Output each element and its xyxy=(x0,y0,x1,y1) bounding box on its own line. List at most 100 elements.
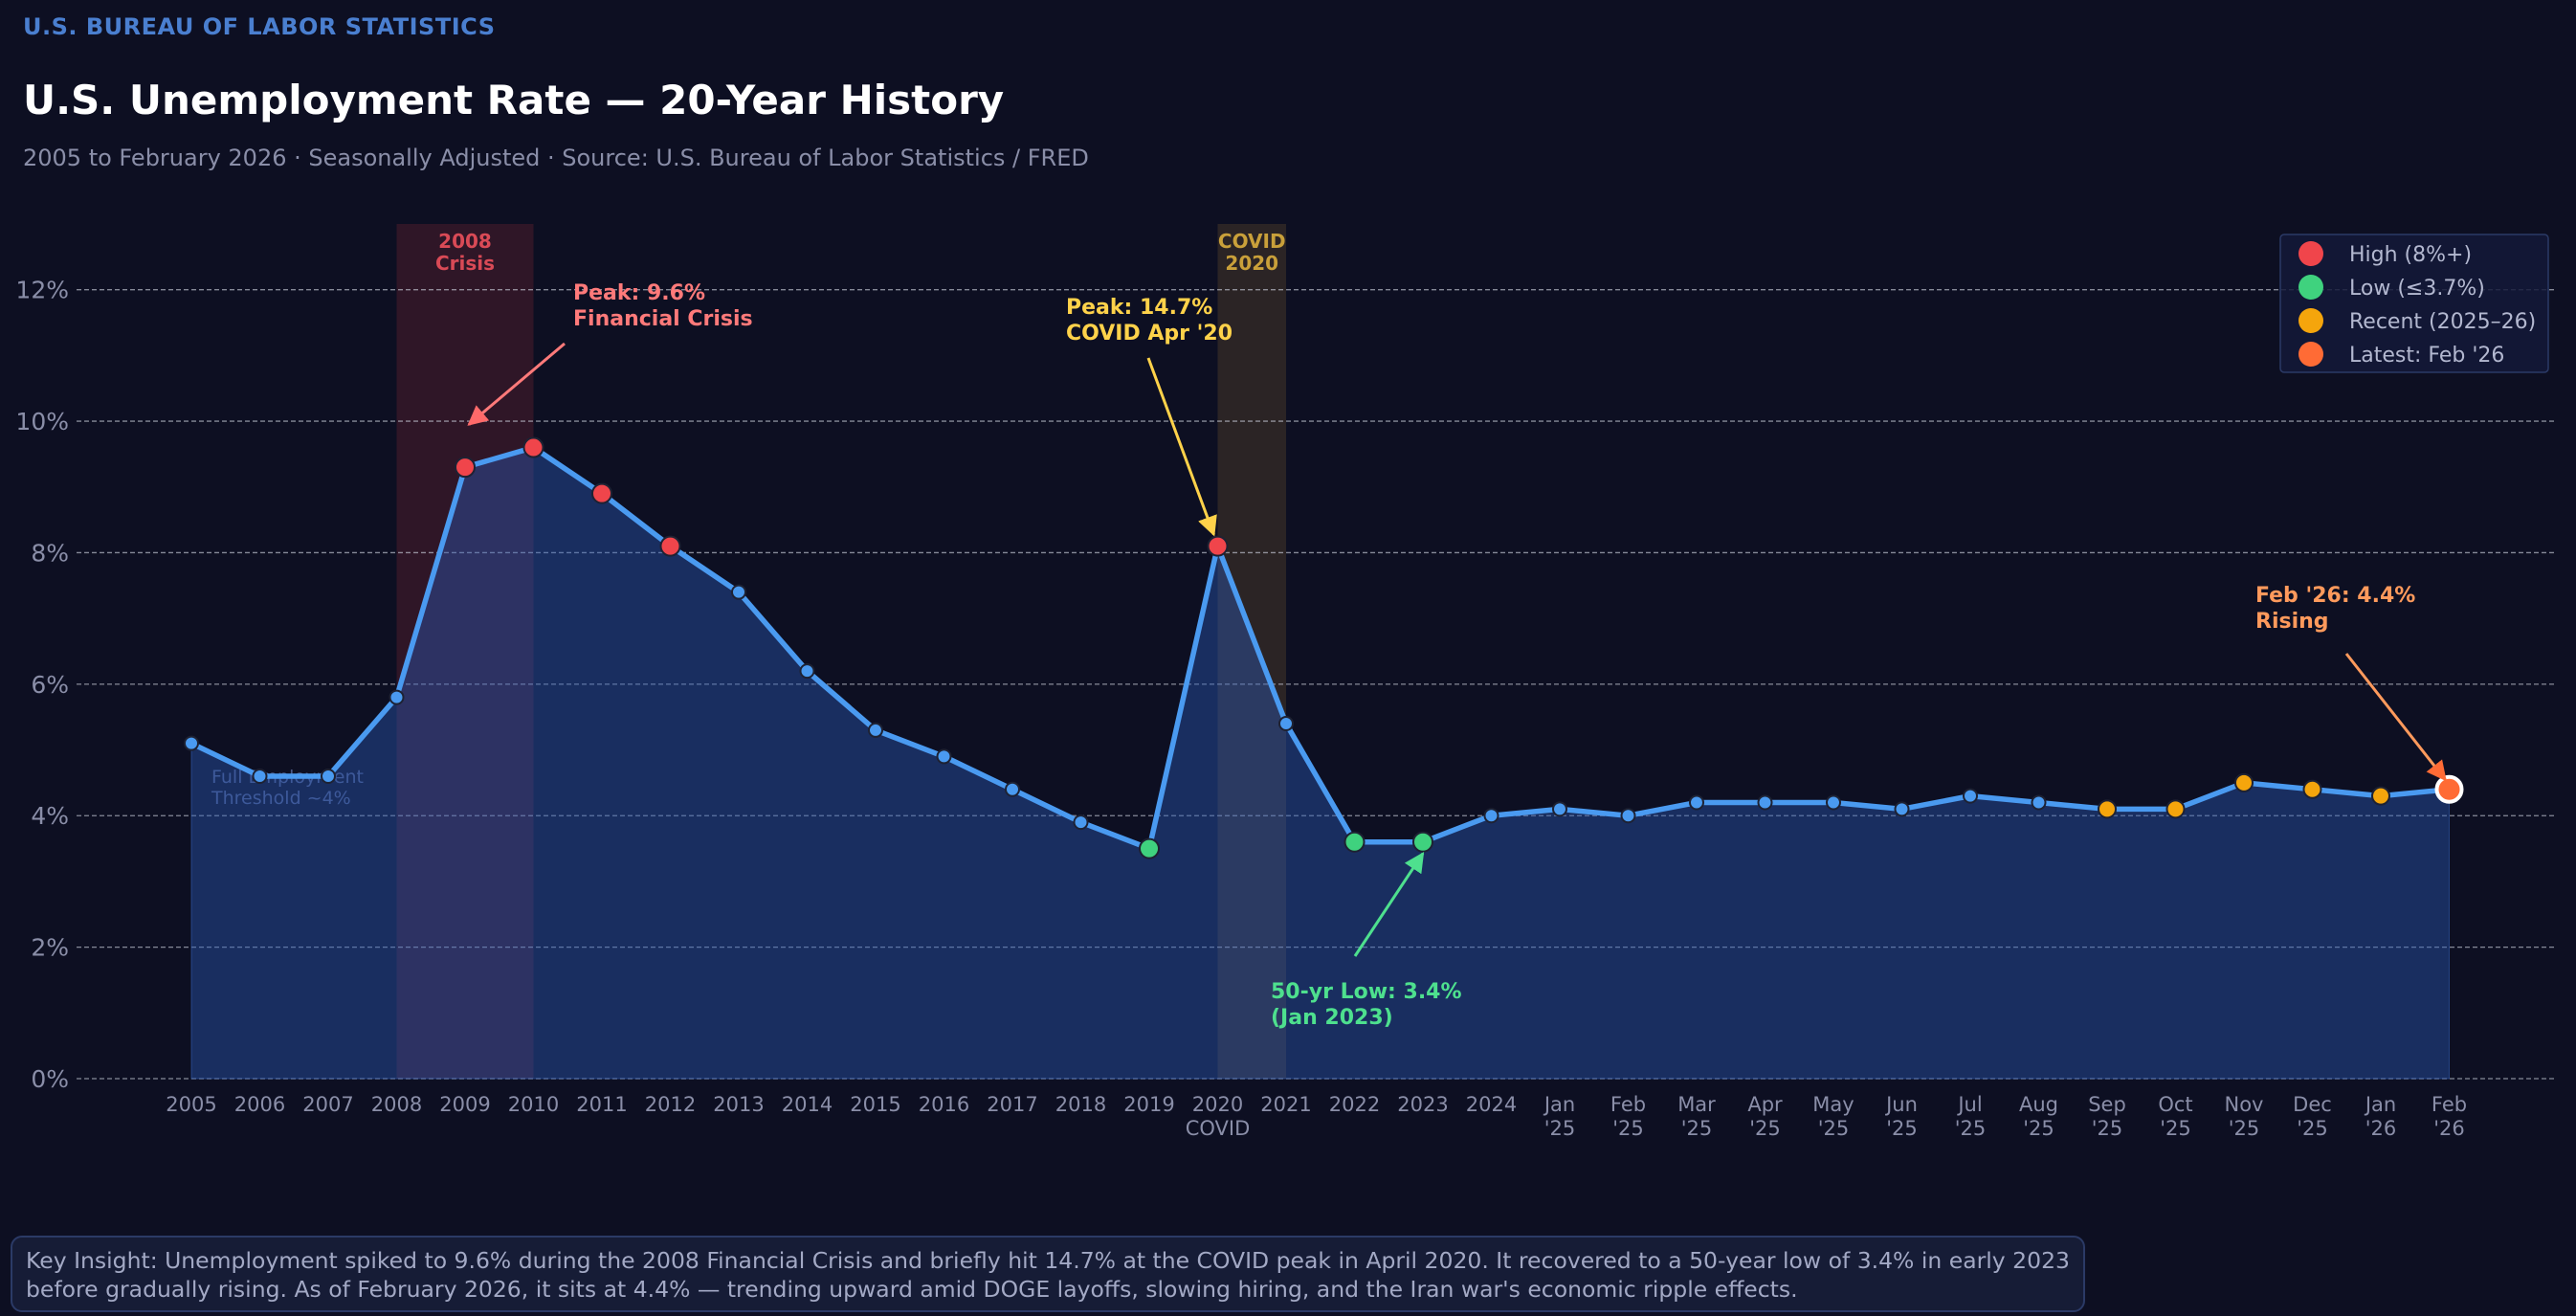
data-point-high xyxy=(659,535,681,557)
region-label-line1: COVID xyxy=(1218,230,1286,253)
data-point-normal xyxy=(1894,801,1910,817)
x-tick-label-line2: '25 xyxy=(2160,1117,2191,1140)
data-point-normal xyxy=(1757,794,1773,811)
data-point-normal xyxy=(252,769,268,785)
x-tick-label: 2009 xyxy=(439,1093,490,1116)
data-point-normal xyxy=(1620,808,1636,824)
data-point-recent xyxy=(2371,786,2390,806)
legend-label: Recent (2025–26) xyxy=(2349,310,2536,334)
data-point-normal xyxy=(936,748,952,765)
x-tick-label: Aug xyxy=(2019,1093,2058,1116)
legend-label: Low (≤3.7%) xyxy=(2349,277,2485,301)
x-tick-label: Dec xyxy=(2293,1093,2332,1116)
x-tick-label: 2019 xyxy=(1123,1093,1174,1116)
data-point-normal xyxy=(321,769,336,785)
legend-marker xyxy=(2298,308,2323,333)
data-point-high xyxy=(591,482,612,504)
annotation-line1: Feb '26: 4.4% xyxy=(2255,584,2415,608)
x-tick-label: 2022 xyxy=(1329,1093,1380,1116)
x-tick-label-line2: '25 xyxy=(2297,1117,2328,1140)
x-tick-label-line2: '25 xyxy=(1886,1117,1918,1140)
y-tick-label: 6% xyxy=(31,671,69,699)
reference-label-line2: Threshold ~4% xyxy=(211,788,351,809)
annotation-arrow xyxy=(467,342,566,426)
y-tick-label: 0% xyxy=(31,1065,69,1093)
source-label: U.S. BUREAU OF LABOR STATISTICS xyxy=(23,13,496,40)
shaded-region-0 xyxy=(396,224,534,1079)
x-tick-label-line2: '26 xyxy=(2433,1117,2465,1140)
x-tick-label: 2016 xyxy=(919,1093,969,1116)
x-tick-label: Nov xyxy=(2225,1093,2264,1116)
data-point-normal xyxy=(799,663,815,680)
annotation-line2: Financial Crisis xyxy=(573,307,753,331)
x-tick-label: 2011 xyxy=(576,1093,627,1116)
x-tick-label: 2007 xyxy=(302,1093,353,1116)
legend-marker xyxy=(2298,241,2323,266)
x-tick-label: 2008 xyxy=(371,1093,422,1116)
data-point-low xyxy=(1139,837,1160,859)
x-tick-label: Apr xyxy=(1747,1093,1783,1116)
data-point-high xyxy=(522,436,544,458)
annotation-arrow xyxy=(2344,653,2447,782)
page-subtitle: 2005 to February 2026 · Seasonally Adjus… xyxy=(23,145,1089,171)
x-tick-label-line2: '25 xyxy=(1749,1117,1781,1140)
data-point-normal xyxy=(731,584,746,600)
data-point-recent xyxy=(2098,799,2117,819)
annotation-line2: (Jan 2023) xyxy=(1271,1006,1393,1030)
y-tick-label: 12% xyxy=(15,277,69,304)
data-point-normal xyxy=(184,735,199,751)
x-tick-label: Oct xyxy=(2158,1093,2192,1116)
x-tick-label: Mar xyxy=(1677,1093,1716,1116)
x-tick-label: 2018 xyxy=(1055,1093,1106,1116)
x-tick-label: Jul xyxy=(1956,1093,1982,1116)
x-tick-label: Feb xyxy=(1610,1093,1646,1116)
x-tick-label: Jan xyxy=(2364,1093,2396,1116)
x-tick-label: Feb xyxy=(2432,1093,2467,1116)
data-point-recent xyxy=(2165,799,2186,819)
x-tick-label-line2: '25 xyxy=(1818,1117,1850,1140)
data-point-normal xyxy=(1689,794,1704,811)
data-point-high xyxy=(455,457,476,479)
data-point-recent xyxy=(2234,772,2254,792)
data-point-normal xyxy=(1552,801,1567,817)
data-point-normal xyxy=(1963,788,1978,804)
insight-line-1: Key Insight: Unemployment spiked to 9.6%… xyxy=(26,1247,2070,1274)
x-tick-label: 2015 xyxy=(850,1093,900,1116)
legend-label: High (8%+) xyxy=(2349,243,2472,267)
key-insight-box: Key Insight: Unemployment spiked to 9.6%… xyxy=(11,1236,2085,1312)
x-tick-label: 2024 xyxy=(1466,1093,1517,1116)
legend-marker xyxy=(2298,275,2323,300)
data-point-normal xyxy=(868,722,883,738)
x-tick-label: 2006 xyxy=(234,1093,285,1116)
shaded-region-1 xyxy=(1217,224,1286,1079)
y-tick-label: 2% xyxy=(31,934,69,962)
x-tick-label: Sep xyxy=(2088,1093,2126,1116)
x-tick-label-line2: '25 xyxy=(2092,1117,2123,1140)
x-tick-label: May xyxy=(1812,1093,1854,1116)
annotation-line2: Rising xyxy=(2255,610,2329,634)
data-point-normal xyxy=(1278,716,1294,732)
region-label-line2: 2020 xyxy=(1225,252,1278,275)
y-tick-label: 10% xyxy=(15,408,69,435)
x-tick-label: 2012 xyxy=(645,1093,696,1116)
x-tick-label-line2: '25 xyxy=(1612,1117,1644,1140)
x-tick-label-line2: '26 xyxy=(2365,1117,2397,1140)
x-tick-label-line2: '25 xyxy=(2023,1117,2054,1140)
annotation-arrow xyxy=(1353,851,1425,957)
annotation-line1: Peak: 9.6% xyxy=(573,281,705,305)
region-label-line2: Crisis xyxy=(435,252,495,275)
page-title: U.S. Unemployment Rate — 20-Year History xyxy=(23,77,1005,123)
x-tick-label: 2017 xyxy=(987,1093,1037,1116)
legend-label: Latest: Feb '26 xyxy=(2349,344,2504,368)
annotation-line1: Peak: 14.7% xyxy=(1066,296,1212,320)
annotation-arrow xyxy=(1146,357,1217,537)
data-point-normal xyxy=(2031,794,2047,811)
x-tick-label: Jan xyxy=(1543,1093,1575,1116)
x-tick-label: 2005 xyxy=(166,1093,216,1116)
legend-box xyxy=(2279,234,2549,373)
annotation-line2: COVID Apr '20 xyxy=(1066,322,1232,346)
x-tick-label: 2014 xyxy=(782,1093,833,1116)
legend-marker xyxy=(2298,342,2323,367)
data-point-normal xyxy=(1073,814,1089,831)
